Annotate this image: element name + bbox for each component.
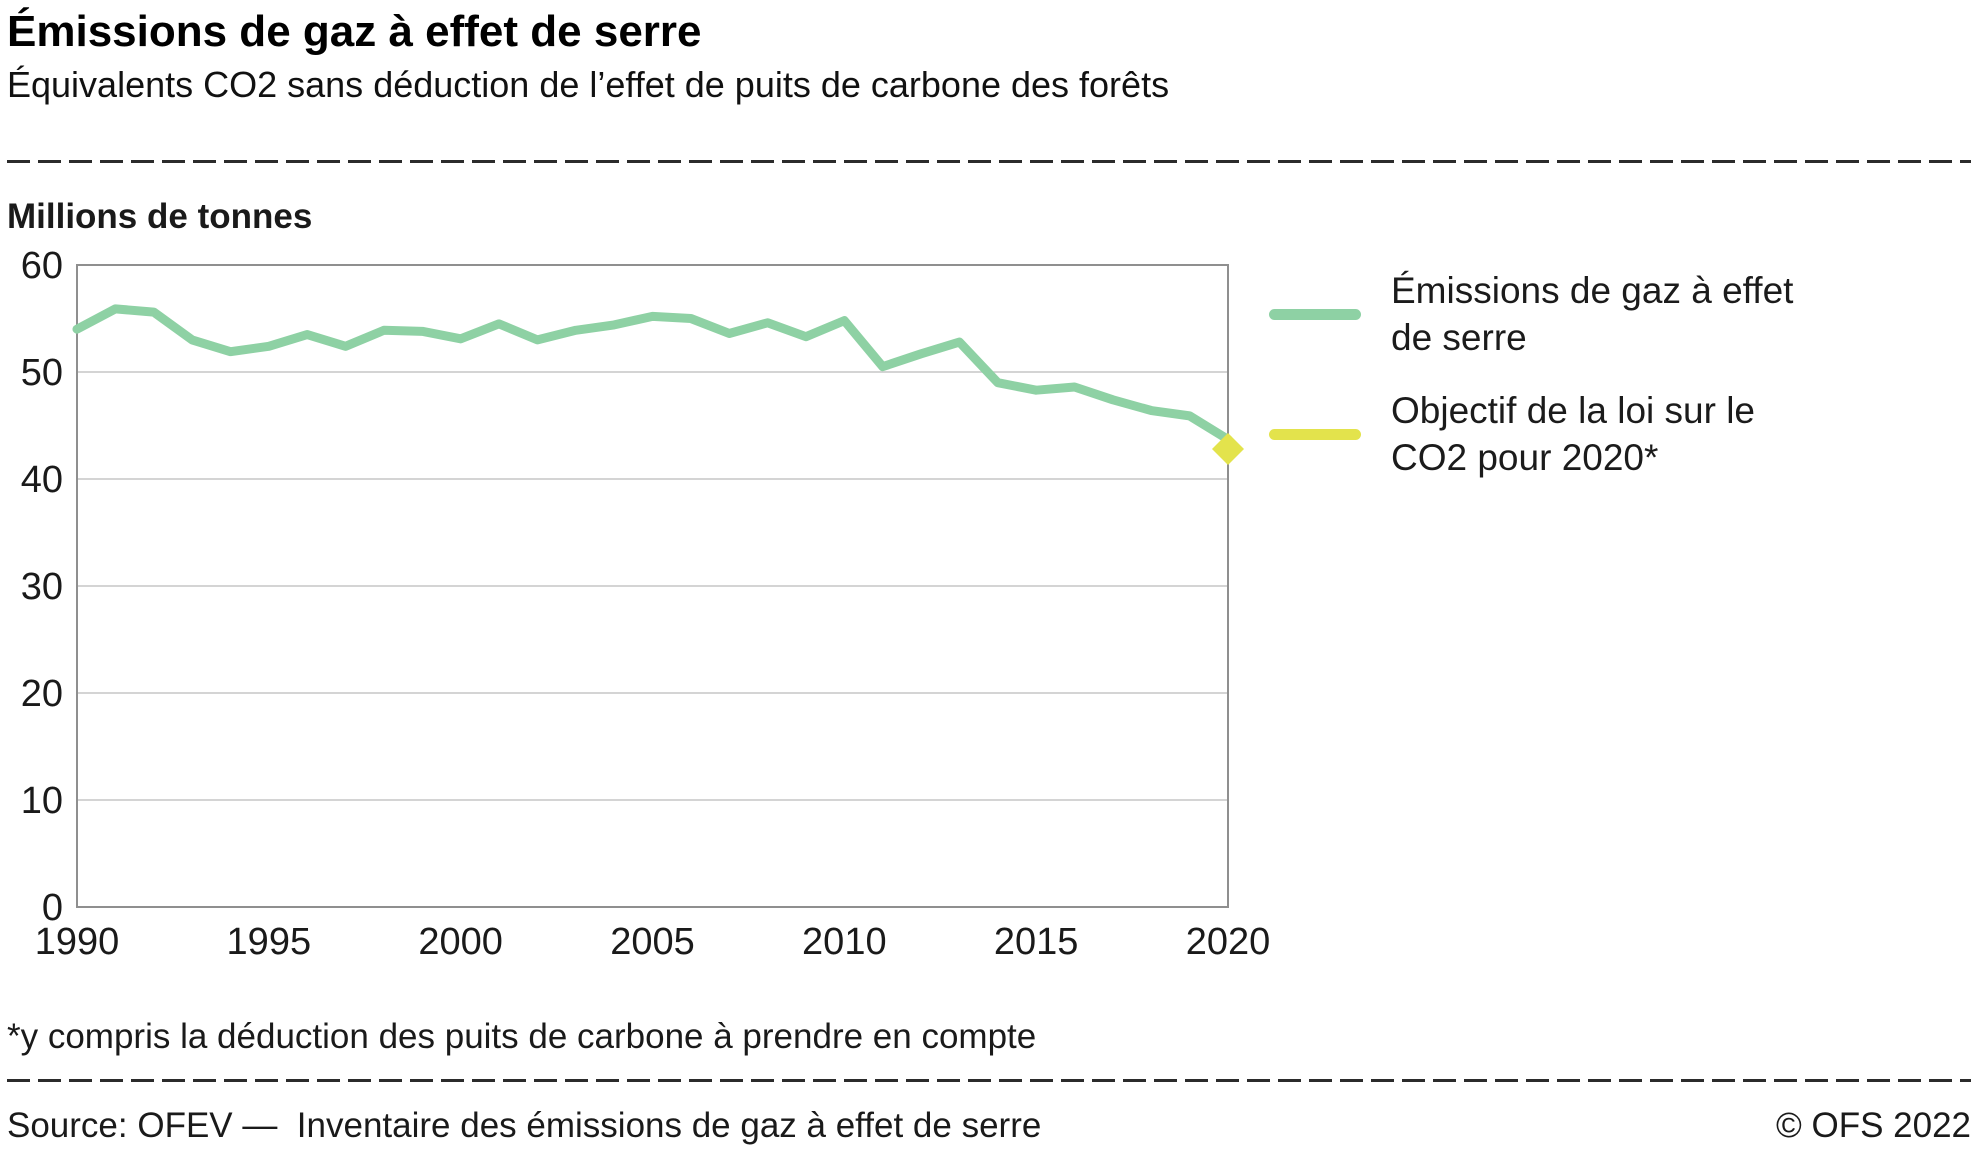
- emissions-line-chart: 0 10 20 30 40 50 60 1990 1995 2000 2005 2010 2015 202…: [21, 251, 1271, 963]
- top-divider: [7, 160, 1971, 163]
- target-series-swatch: [1269, 428, 1361, 440]
- svg-text:1990: 1990: [35, 921, 120, 963]
- legend-label-emissions: Émissions de gaz à effet de serre: [1391, 270, 1794, 358]
- svg-text:20: 20: [21, 673, 63, 715]
- svg-text:50: 50: [21, 352, 63, 394]
- svg-text:2005: 2005: [610, 921, 695, 963]
- legend-label-target: Objectif de la loi sur le CO2 pour 2020*: [1391, 390, 1756, 478]
- svg-text:40: 40: [21, 459, 63, 501]
- copyright-text: © OFS 2022: [1775, 1106, 1971, 1145]
- chart-area: 0 10 20 30 40 50 60 1990 1995 2000 2005 2010 2015 202…: [7, 251, 1971, 969]
- svg-text:2010: 2010: [802, 921, 887, 963]
- svg-text:1995: 1995: [227, 921, 312, 963]
- chart-legend: Émissions de gaz à effet de serre Object…: [1269, 267, 1829, 507]
- svg-text:10: 10: [21, 780, 63, 822]
- svg-text:2000: 2000: [418, 921, 503, 963]
- svg-text:2020: 2020: [1186, 921, 1271, 963]
- page-title: Émissions de gaz à effet de serre: [7, 7, 702, 56]
- legend-item-target: Objectif de la loi sur le CO2 pour 2020*: [1269, 387, 1829, 481]
- svg-text:30: 30: [21, 566, 63, 608]
- chart-footnote: *y compris la déduction des puits de car…: [7, 1017, 1037, 1056]
- source-text: Source: OFEV — Inventaire des émissions …: [7, 1106, 1042, 1145]
- emissions-series-swatch: [1269, 308, 1361, 320]
- y-axis-unit-label: Millions de tonnes: [7, 197, 313, 236]
- svg-text:2015: 2015: [994, 921, 1079, 963]
- page-subtitle: Équivalents CO2 sans déduction de l’effe…: [7, 64, 1170, 105]
- footer: Source: OFEV — Inventaire des émissions …: [7, 1106, 1971, 1146]
- svg-text:0: 0: [42, 887, 63, 929]
- legend-item-emissions: Émissions de gaz à effet de serre: [1269, 267, 1829, 361]
- svg-text:60: 60: [21, 251, 63, 287]
- bottom-divider: [7, 1079, 1971, 1082]
